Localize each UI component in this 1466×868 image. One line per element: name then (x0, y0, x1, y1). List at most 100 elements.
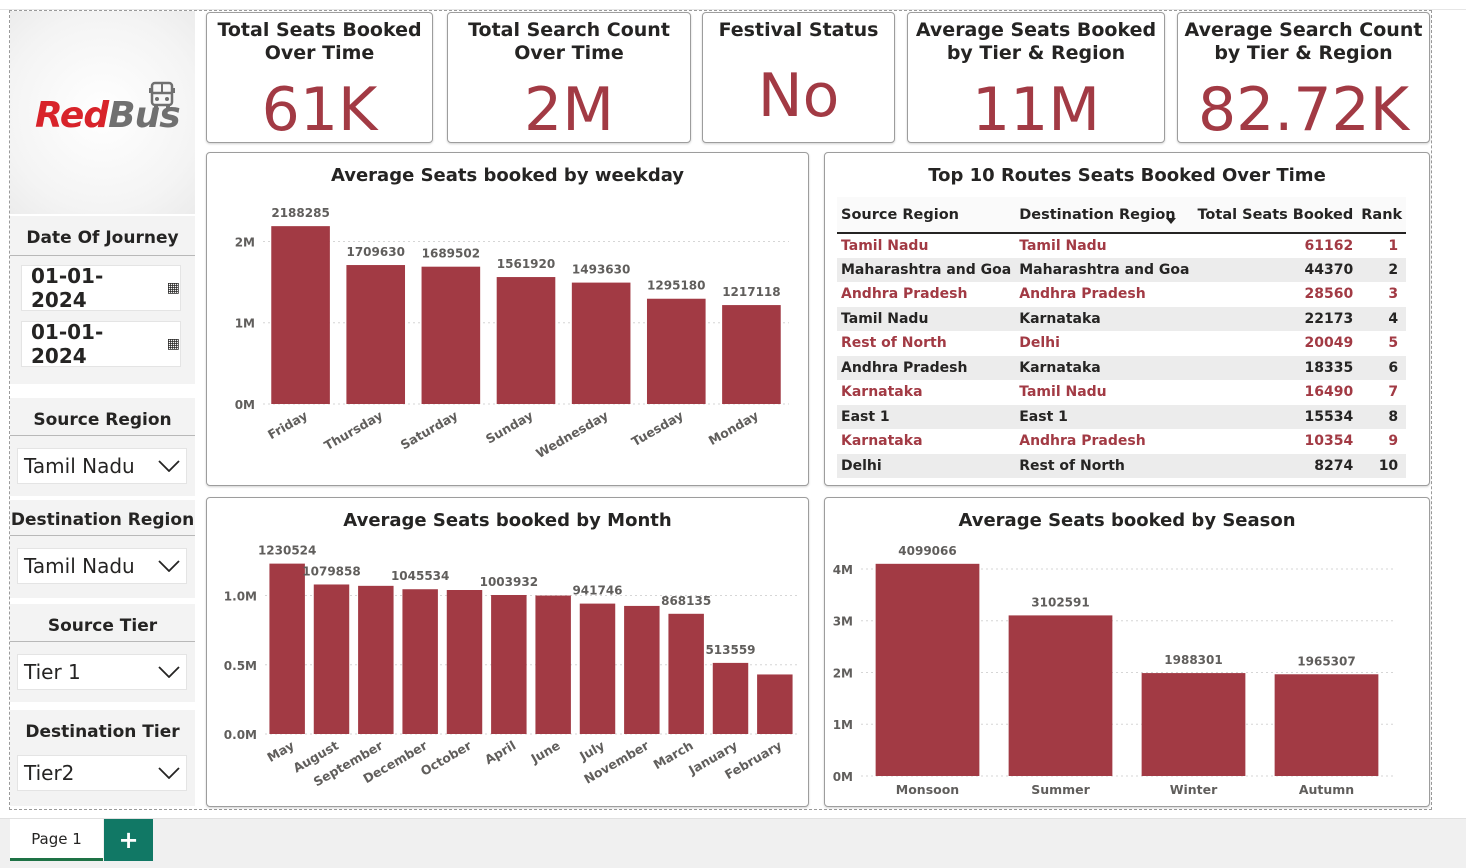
data-label: 1965307 (1297, 654, 1355, 668)
column-header-total-seats-booked[interactable]: Total Seats Booked (1193, 197, 1358, 234)
destination-tier-title: Destination Tier (25, 722, 180, 742)
bar-february[interactable] (757, 674, 793, 734)
table-row[interactable]: Karnataka Tamil Nadu 16490 7 (837, 380, 1407, 405)
source-tier-title: Source Tier (47, 616, 158, 636)
bar-summer[interactable] (1008, 615, 1113, 776)
cell-rank: 6 (1357, 355, 1407, 380)
month-chart-card[interactable]: Average Seats booked by Month 0.0M 0.5M 1.… (206, 497, 809, 807)
source-tier-slicer: Source Tier Tier 1 (10, 604, 195, 702)
x-tick-label: Friday (265, 408, 310, 443)
chevron-down-icon[interactable] (158, 560, 180, 572)
column-header-rank[interactable]: Rank (1357, 197, 1407, 234)
bar-sunday[interactable] (496, 277, 556, 404)
bar-august[interactable] (313, 584, 350, 734)
y-tick-label: 1.0M (224, 590, 257, 604)
slicer-divider (10, 535, 195, 536)
bar-october[interactable] (446, 590, 483, 734)
kpi-value: 2M (524, 75, 614, 145)
top-routes-table-card[interactable]: Top 10 Routes Seats Booked Over Time Sou… (824, 152, 1430, 486)
cell-rank: 9 (1357, 429, 1407, 454)
cell-rank: 3 (1357, 282, 1407, 307)
data-label: 4099066 (898, 544, 956, 558)
bar-may[interactable] (269, 563, 305, 734)
kpi-total-search-count[interactable]: Total Search Count Over Time 2M (447, 12, 691, 143)
table-row[interactable]: East 1 East 1 15534 8 (837, 404, 1407, 429)
y-tick-label: 0.5M (224, 659, 257, 673)
bar-april[interactable] (491, 594, 527, 734)
slicer-divider (10, 255, 195, 256)
y-tick-label: 3M (833, 615, 853, 629)
cell-rank: 10 (1357, 453, 1407, 478)
data-label: 868135 (661, 594, 711, 608)
cell-destination-region: Rest of North (1015, 453, 1194, 478)
cell-destination-region: Karnataka (1015, 306, 1194, 331)
data-label: 941746 (572, 584, 622, 598)
calendar-icon[interactable]: ▦ (166, 280, 180, 296)
bar-july[interactable] (579, 603, 616, 734)
kpi-total-seats-booked[interactable]: Total Seats Booked Over Time 61K (206, 12, 433, 143)
bar-september[interactable] (358, 585, 394, 734)
season-chart-card[interactable]: Average Seats booked by Season 0M 1M 2M 3M 4… (824, 497, 1430, 807)
bar-november[interactable] (624, 605, 660, 734)
calendar-icon[interactable]: ▦ (166, 336, 180, 352)
kpi-title: Average Search Count by Tier & Region (1184, 19, 1423, 64)
sort-descending-icon[interactable] (1166, 218, 1176, 224)
x-tick-label: Sunday (483, 408, 535, 447)
bar-autumn[interactable] (1274, 674, 1379, 776)
table-row[interactable]: Delhi Rest of North 8274 10 (837, 453, 1407, 478)
destination-tier-dropdown[interactable]: Tier2 (17, 755, 187, 791)
chevron-down-icon[interactable] (158, 460, 180, 472)
source-region-dropdown[interactable]: Tamil Nadu (17, 448, 187, 484)
table-row[interactable]: Andhra Pradesh Karnataka 18335 6 (837, 355, 1407, 380)
x-tick-label: Wednesday (533, 408, 610, 461)
cell-destination-region: East 1 (1015, 404, 1194, 429)
bar-thursday[interactable] (346, 265, 406, 404)
table-row[interactable]: Rest of North Delhi 20049 5 (837, 331, 1407, 356)
date-slicer: Date Of Journey 01-01-2024 ▦ 01-01-2024 … (10, 216, 195, 384)
page-tab[interactable]: Page 1 (10, 819, 103, 861)
weekday-chart-card[interactable]: Average Seats booked by weekday 0M 1M 2M 21… (206, 152, 809, 486)
column-header-destination-region[interactable]: Destination Region (1015, 197, 1194, 234)
table-row[interactable]: Andhra Pradesh Andhra Pradesh 28560 3 (837, 282, 1407, 307)
bar-friday[interactable] (271, 226, 330, 404)
chart-title: Average Seats booked by weekday (330, 165, 685, 186)
cell-total-seats-booked: 20049 (1193, 331, 1358, 356)
kpi-value: No (757, 61, 840, 131)
add-page-button[interactable]: + (104, 819, 153, 861)
cell-source-region: Delhi (837, 453, 1016, 478)
bar-monday[interactable] (722, 305, 781, 404)
bar-june[interactable] (535, 595, 571, 734)
bar-monsoon[interactable] (875, 563, 980, 776)
bar-winter[interactable] (1141, 673, 1246, 776)
destination-region-dropdown[interactable]: Tamil Nadu (17, 548, 187, 584)
kpi-average-seats-by-tier-region[interactable]: Average Seats Booked by Tier & Region 11… (907, 12, 1165, 143)
source-region-slicer: Source Region Tamil Nadu (10, 398, 195, 496)
x-tick-label: October (418, 737, 475, 779)
column-header-source-region[interactable]: Source Region (837, 197, 1016, 234)
x-tick-label: Summer (1031, 782, 1090, 797)
table-row[interactable]: Tamil Nadu Karnataka 22173 4 (837, 306, 1407, 331)
data-label: 3102591 (1031, 595, 1089, 609)
bar-december[interactable] (402, 589, 438, 734)
date-to-input[interactable]: 01-01-2024 ▦ (21, 320, 181, 368)
kpi-average-search-by-tier-region[interactable]: Average Search Count by Tier & Region 82… (1177, 12, 1430, 143)
source-tier-dropdown[interactable]: Tier 1 (17, 654, 187, 690)
date-from-input[interactable]: 01-01-2024 ▦ (21, 264, 181, 312)
chevron-down-icon[interactable] (158, 666, 180, 678)
chevron-down-icon[interactable] (158, 767, 180, 779)
cell-source-region: Andhra Pradesh (837, 355, 1016, 380)
bar-january[interactable] (712, 662, 749, 734)
table-row[interactable]: Maharashtra and Goa Maharashtra and Goa 44… (837, 257, 1407, 282)
date-from-value: 01-01-2024 (31, 264, 104, 312)
kpi-festival-status[interactable]: Festival Status No (702, 12, 895, 143)
table-row[interactable]: Tamil Nadu Tamil Nadu 61162 1 (837, 233, 1407, 258)
bar-tuesday[interactable] (646, 298, 706, 404)
bar-wednesday[interactable] (571, 282, 631, 404)
cell-destination-region: Tamil Nadu (1015, 380, 1194, 405)
table-header-row: Source Region Destination Region Total S… (837, 197, 1407, 234)
bar-saturday[interactable] (421, 266, 481, 404)
table-row[interactable]: Karnataka Andhra Pradesh 10354 9 (837, 429, 1407, 454)
kpi-title: Total Search Count Over Time (468, 19, 670, 64)
bar-march[interactable] (668, 613, 704, 734)
cell-destination-region: Maharashtra and Goa (1015, 257, 1194, 282)
